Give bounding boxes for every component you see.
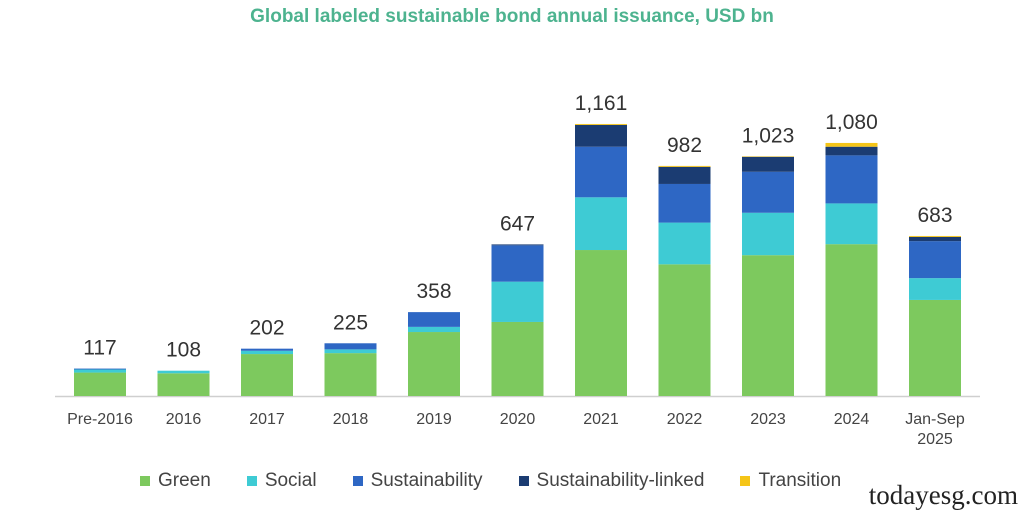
bar-segment-sustainability-linked (658, 166, 711, 184)
legend-label: Sustainability (370, 470, 483, 491)
bar-segment-transition (909, 235, 961, 237)
category-label: 2016 (166, 411, 202, 428)
bar-segment-social (324, 349, 377, 354)
total-label: 982 (667, 134, 702, 157)
legend-item: Social (246, 470, 317, 492)
category-label: Jan-Sep 2025 (905, 411, 965, 448)
legend-swatch (352, 476, 363, 486)
total-label: 683 (917, 204, 952, 227)
total-label: 117 (83, 337, 116, 360)
total-label: 1,080 (825, 111, 878, 134)
bar-segment-social (909, 278, 961, 300)
bar-segment-sustainability (825, 155, 878, 204)
bar-segment-social (408, 326, 460, 333)
legend-label: Green (158, 470, 211, 491)
bar-segment-sustainability (408, 312, 460, 327)
bar-segment-green (157, 373, 210, 396)
bar-segment-sustainability-linked (491, 244, 544, 246)
bar-segment-social (825, 203, 878, 245)
bar-segment-sustainability (658, 183, 711, 223)
bar-segment-sustainability (575, 146, 627, 198)
bar-segment-social (575, 197, 627, 251)
bar-segment-social (241, 350, 293, 355)
total-label: 647 (500, 212, 535, 235)
category-label: 2023 (750, 411, 786, 428)
bar-segment-green (575, 250, 627, 396)
bar-segment-sustainability-linked (575, 124, 627, 147)
category-label: 2024 (834, 411, 870, 428)
bar-segment-sustainability (909, 241, 961, 279)
bar-segment-green (909, 299, 961, 396)
legend-label: Sustainability-linked (536, 470, 705, 491)
bar-segment-sustainability (324, 343, 377, 350)
total-label: 1,161 (575, 92, 628, 115)
bar-segment-sustainability (491, 245, 544, 282)
bar-segment-social (157, 370, 210, 374)
bar-segment-transition (825, 142, 878, 147)
bar-segment-green (408, 332, 460, 396)
total-label: 358 (416, 280, 451, 303)
bar-segment-transition (658, 165, 711, 167)
legend-swatch (140, 476, 150, 486)
legend-item: Green (140, 470, 211, 492)
stacked-bar-chart: 117 Pre-2016 108 2016 202 2017 225 2018 358 2019 6… (55, 92, 980, 448)
total-label: 1,023 (742, 124, 795, 147)
category-label: 2020 (500, 411, 536, 428)
bar-segment-green (825, 244, 878, 396)
bar-segment-social (491, 281, 544, 322)
category-label: 2018 (333, 411, 369, 428)
legend-item: Sustainability-linked (518, 470, 705, 492)
bar-segment-social (74, 369, 126, 373)
bar-segment-sustainability-linked (742, 156, 794, 172)
bar-segment-sustainability-linked (825, 146, 878, 156)
category-label: 2022 (667, 411, 703, 428)
bar-segment-sustainability-linked (909, 236, 961, 242)
bar-segment-green (324, 353, 377, 396)
category-label: 2017 (249, 411, 285, 428)
legend-label: Transition (758, 470, 842, 491)
legend-label: Social (264, 470, 317, 491)
legend-item: Transition (740, 470, 841, 492)
legend-swatch (740, 476, 751, 486)
legend-item: Sustainability (352, 470, 483, 492)
legend-swatch (246, 476, 257, 486)
watermark: todayesg.com (868, 480, 1018, 511)
category-label: Pre-2016 (67, 411, 133, 428)
bar-segment-transition (575, 123, 627, 125)
bar-segment-green (74, 372, 126, 396)
total-label: 202 (249, 317, 284, 340)
category-label: 2019 (416, 411, 452, 428)
bar-segment-sustainability (74, 368, 126, 370)
chart-title: Global labeled sustainable bond annual i… (250, 6, 774, 27)
category-label: 2021 (583, 411, 619, 428)
bar-segment-green (742, 255, 794, 396)
bar-segment-green (491, 321, 544, 396)
bar-segment-sustainability (742, 171, 794, 213)
bar-segment-green (241, 354, 293, 396)
total-label: 108 (166, 339, 201, 362)
legend-swatch (518, 476, 529, 486)
total-label: 225 (333, 311, 368, 334)
bar-segment-green (658, 264, 711, 396)
bar-segment-social (742, 212, 794, 256)
bar-segment-social (658, 222, 711, 265)
bar-segment-sustainability (241, 348, 293, 351)
legend: Green Social Sustainability Sustainability-… (140, 470, 877, 492)
